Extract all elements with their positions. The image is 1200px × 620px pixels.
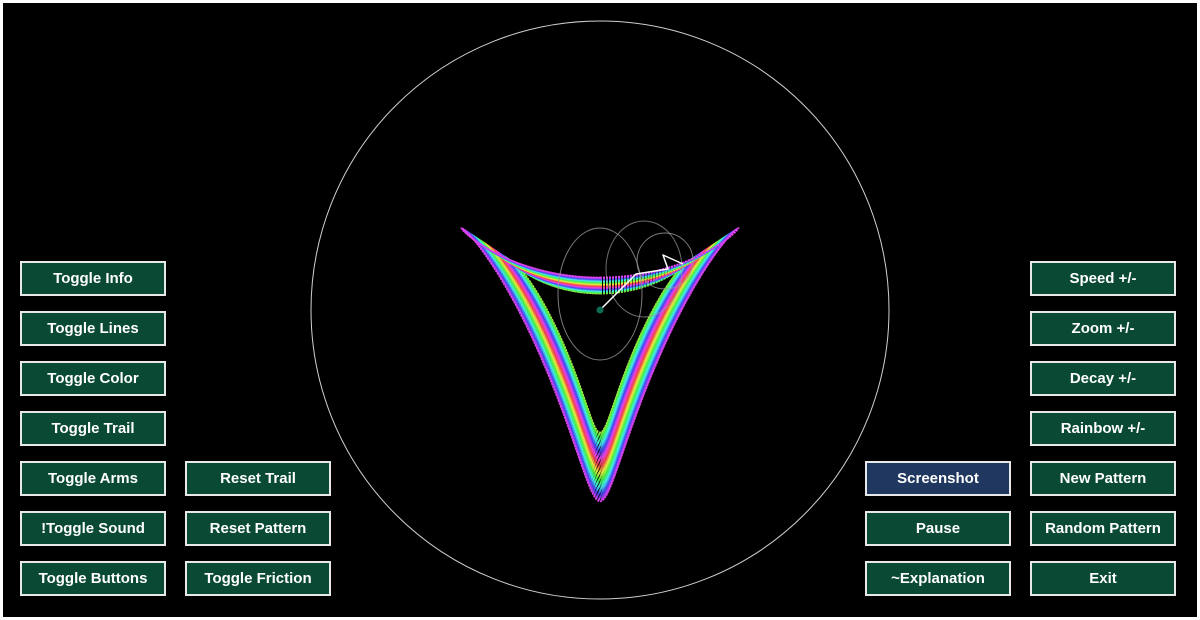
- pivot-dot: [596, 306, 604, 314]
- new-pattern-button[interactable]: New Pattern: [1030, 461, 1176, 496]
- decay-button[interactable]: Decay +/-: [1030, 361, 1176, 396]
- trail-loop: [460, 227, 740, 503]
- rainbow-trail: [460, 227, 740, 503]
- random-pattern-button[interactable]: Random Pattern: [1030, 511, 1176, 546]
- pendulum-arms: [557, 220, 694, 361]
- toggle-sound-button[interactable]: !Toggle Sound: [20, 511, 166, 546]
- pattern-drawing: [310, 20, 890, 600]
- toggle-trail-button[interactable]: Toggle Trail: [20, 411, 166, 446]
- simulation-canvas: Toggle Info Toggle Lines Toggle Color To…: [3, 3, 1197, 617]
- toggle-color-button[interactable]: Toggle Color: [20, 361, 166, 396]
- speed-button[interactable]: Speed +/-: [1030, 261, 1176, 296]
- rainbow-button[interactable]: Rainbow +/-: [1030, 411, 1176, 446]
- pause-button[interactable]: Pause: [865, 511, 1011, 546]
- arm-orbit-3: [636, 232, 694, 290]
- toggle-arms-button[interactable]: Toggle Arms: [20, 461, 166, 496]
- reset-trail-button[interactable]: Reset Trail: [185, 461, 331, 496]
- toggle-friction-button[interactable]: Toggle Friction: [185, 561, 331, 596]
- boundary-circle: [310, 20, 890, 600]
- trail-loop: [468, 232, 732, 492]
- toggle-info-button[interactable]: Toggle Info: [20, 261, 166, 296]
- explanation-button[interactable]: ~Explanation: [865, 561, 1011, 596]
- toggle-buttons-button[interactable]: Toggle Buttons: [20, 561, 166, 596]
- arm-orbit-2: [605, 220, 683, 318]
- trail-loop: [463, 229, 737, 499]
- exit-button[interactable]: Exit: [1030, 561, 1176, 596]
- toggle-lines-button[interactable]: Toggle Lines: [20, 311, 166, 346]
- screenshot-button[interactable]: Screenshot: [865, 461, 1011, 496]
- reset-pattern-button[interactable]: Reset Pattern: [185, 511, 331, 546]
- arm-orbit-1: [557, 227, 643, 361]
- arm-segments: [599, 254, 684, 311]
- zoom-button[interactable]: Zoom +/-: [1030, 311, 1176, 346]
